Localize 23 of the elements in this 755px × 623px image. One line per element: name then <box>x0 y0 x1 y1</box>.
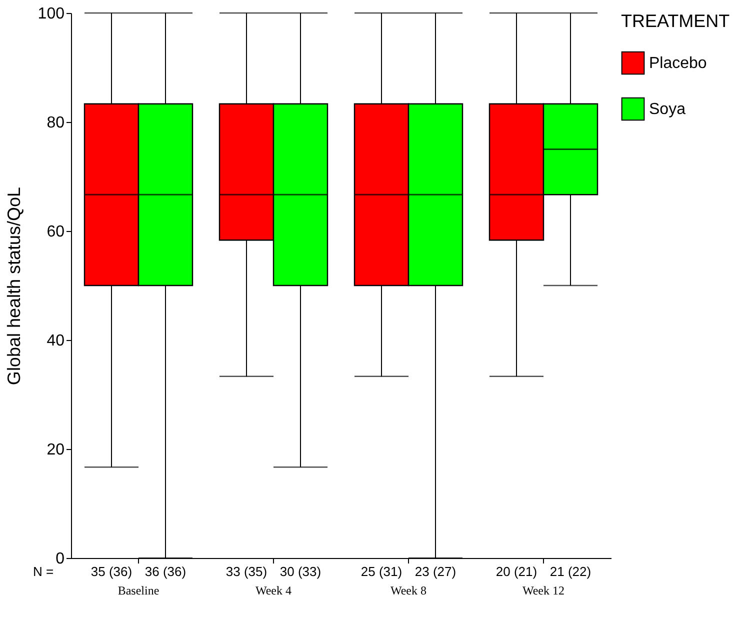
text: 21 (22) <box>550 564 592 579</box>
text: 33 (35) <box>226 564 268 579</box>
legend-label: Soya <box>649 101 686 118</box>
text: 20 (21) <box>496 564 538 579</box>
text: N = <box>33 564 54 579</box>
y-tick-label: 40 <box>46 332 65 350</box>
y-tick-label: 0 <box>56 550 65 568</box>
y-tick-label: 20 <box>46 442 65 458</box>
x-tick-label: Week 8 <box>390 584 427 598</box>
text: 23 (27) <box>414 564 456 579</box>
text: 30 (33) <box>280 564 322 579</box>
x-tick-label: Week 4 <box>255 584 292 598</box>
text: 25 (31) <box>360 564 402 579</box>
legend-label: Placebo <box>649 55 707 72</box>
legend-title: TREATMENT <box>621 11 730 31</box>
y-tick-label: 80 <box>46 114 65 132</box>
y-tick-label: 100 <box>38 6 65 22</box>
y-tick-label: 60 <box>46 224 65 240</box>
text: 35 (36) <box>90 564 132 579</box>
text: 36 (36) <box>144 564 186 579</box>
x-tick-label: Baseline <box>118 584 160 598</box>
y-axis-title: Global health status/QoL <box>4 186 24 386</box>
x-tick-label: Week 12 <box>522 584 565 598</box>
